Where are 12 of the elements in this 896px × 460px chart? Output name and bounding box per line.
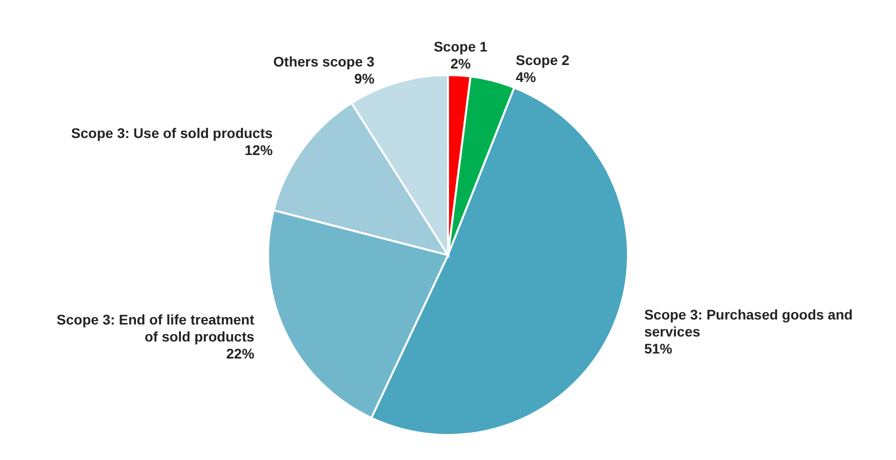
slice-label: Scope 3: Purchased goods and services (644, 306, 853, 340)
data-label: 9% (354, 70, 375, 87)
slice-label: Others scope 3 (273, 54, 375, 70)
slice-label: Scope 3: Use of sold products (71, 125, 273, 142)
data-label: 22% (226, 346, 255, 362)
slice-label: Scope 2 (516, 52, 570, 68)
data-label: 51% (644, 340, 673, 356)
data-label: 2% (450, 55, 472, 72)
data-label: 12% (244, 142, 274, 158)
data-label: 4% (516, 69, 537, 86)
slice-label: Scope 3: End of life treatment of sold products (56, 312, 255, 345)
slice-label: Scope 1 (434, 38, 488, 54)
